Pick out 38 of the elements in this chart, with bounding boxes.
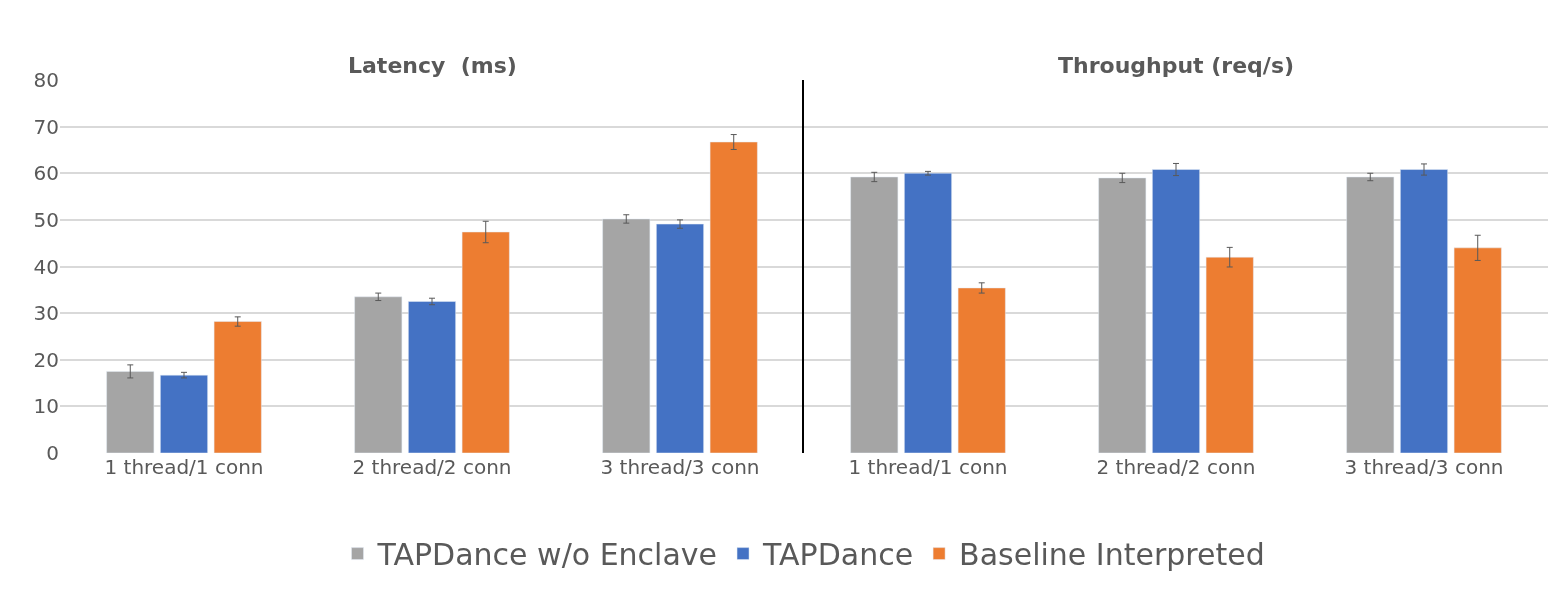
bar [656,223,704,453]
x-tick-label: 2 thread/2 conn [1096,455,1256,479]
y-tick-label: 20 [33,347,59,372]
x-tick-label: 1 thread/1 conn [848,455,1008,479]
x-tick-label: 1 thread/1 conn [104,455,264,479]
bar [213,321,262,453]
y-tick-label: 40 [33,254,59,279]
bar [106,371,155,453]
legend-label: TAPDance w/o Enclave [376,537,718,573]
y-tick-label: 50 [33,207,59,232]
bar [1400,169,1448,453]
bar [1205,256,1254,453]
y-tick-label: 80 [33,68,59,92]
bar [602,218,651,453]
y-tick-label: 60 [33,161,59,186]
bar [850,176,899,453]
legend-label: TAPDance [762,537,914,573]
bar [709,141,758,453]
bar [408,301,456,453]
y-tick-label: 70 [33,114,59,139]
bar [1152,169,1200,453]
legend-label: Baseline Interpreted [959,537,1265,573]
bar [904,173,952,453]
bar [1098,177,1147,453]
bar [461,231,510,453]
x-tick-label: 3 thread/3 conn [600,455,760,479]
bar [1346,176,1395,453]
chart-title: Latency (ms) [348,53,517,78]
bar [1453,247,1502,453]
x-tick-label: 3 thread/3 conn [1344,455,1504,479]
bar [160,374,208,453]
y-tick-label: 0 [46,441,59,465]
y-tick-label: 30 [33,301,59,326]
y-tick-label: 10 [33,394,59,419]
chart-title: Throughput (req/s) [1058,53,1295,78]
bar [354,296,403,453]
x-tick-label: 2 thread/2 conn [352,455,512,479]
bar [957,287,1006,453]
